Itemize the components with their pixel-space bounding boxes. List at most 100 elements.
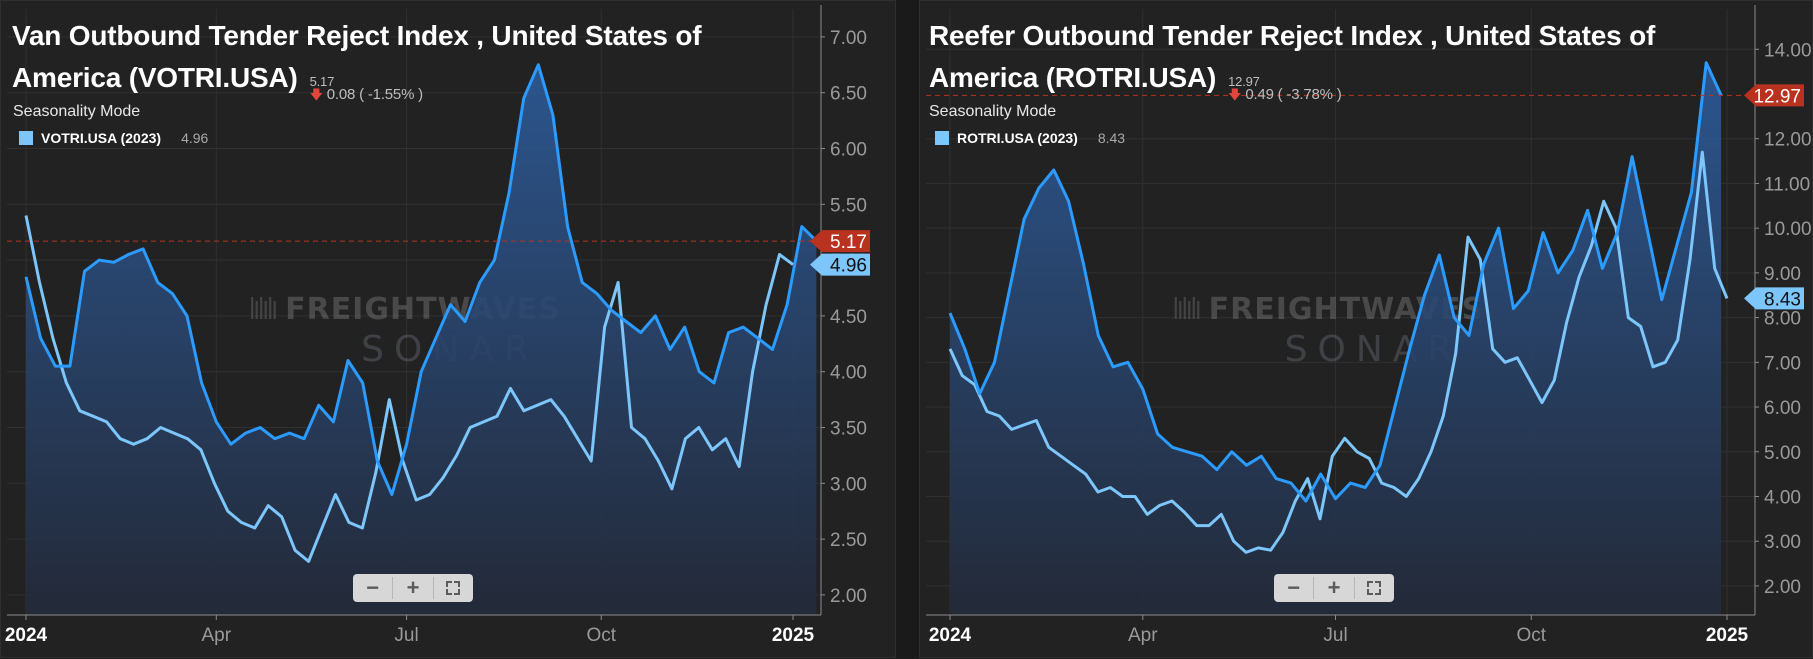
comparison-value-tag-text: 4.96 [830,256,867,277]
watermark-logo-bar [1192,297,1195,319]
x-tick-label: Apr [1128,625,1158,646]
down-arrow-icon: 🡇 [309,87,323,102]
current-value-tag-text: 12.97 [1753,86,1801,107]
fullscreen-button[interactable] [434,574,473,602]
legend-series-value: 4.96 [181,130,209,146]
legend-series-value: 8.43 [1097,130,1126,146]
y-tick-label: 4.00 [830,363,867,384]
comparison-series-line[interactable] [24,215,794,563]
last-value: 12.97 [1228,74,1260,89]
chart-canvas-reefer[interactable]: FREIGHTWAVESSONAR2.003.004.005.006.007.0… [920,1,1813,659]
y-tick-label: 10.00 [1764,219,1812,240]
current-value-tag-shape [1744,84,1804,107]
last-value: 5.17 [309,74,335,89]
y-tick-label: 12.00 [1764,130,1812,151]
comparison-series-line[interactable] [948,150,1729,554]
current-series-line[interactable] [24,63,818,496]
watermark-logo-bar [269,297,272,319]
y-tick-label: 4.00 [1764,487,1801,508]
y-tick-label: 9.00 [1764,264,1801,285]
zoom-in-button[interactable]: + [406,575,420,600]
current-year-area [26,64,817,616]
watermark-logo-bar [264,301,267,319]
seasonality-mode-label: Seasonality Mode [13,103,141,120]
change-value: 0.49 ( -3.78% ) [1245,86,1342,103]
watermark-logo-bar [273,301,276,319]
x-tick-label: Oct [586,625,616,646]
fullscreen-icon [446,581,461,595]
zoom-out-button[interactable]: − [366,575,380,600]
comparison-value-tag: 8.43 [1744,287,1804,310]
chart-title-line1: Van Outbound Tender Reject Index , Unite… [12,20,702,51]
legend-series-name: VOTRI.USA (2023) [41,130,162,146]
y-tick-label: 3.00 [830,474,867,495]
panel-divider [896,0,919,658]
x-tick-label: 2024 [5,625,48,646]
chart-title-line1: Reefer Outbound Tender Reject Index , Un… [929,20,1656,51]
comparison-value-tag-shape [810,253,870,276]
x-tick-label: 2025 [772,625,815,646]
legend-item[interactable]: VOTRI.USA (2023) 4.96 [19,130,208,146]
watermark-logo-bar [1183,297,1186,319]
y-tick-label: 6.00 [1764,398,1801,419]
x-tick-label: 2025 [1706,625,1749,646]
chart-title-line2: America (ROTRI.USA) [929,62,1217,93]
seasonality-mode-label: Seasonality Mode [929,103,1057,120]
y-tick-label: 14.00 [1764,40,1812,61]
y-tick-label: 8.00 [1764,309,1801,330]
y-tick-label: 5.50 [830,195,867,216]
chart-title-line2: America (VOTRI.USA) [12,62,298,93]
watermark-logo-bar [260,297,263,319]
watermark-logo-bar [1179,301,1182,319]
y-tick-label: 7.00 [1764,353,1801,374]
y-tick-label: 2.00 [830,586,867,607]
y-tick-label: 5.00 [1764,443,1801,464]
y-tick-label: 7.00 [830,28,867,49]
zoom-controls: − + [1274,574,1394,602]
current-value-tag: 12.97 [1744,84,1804,107]
current-value-tag-text: 5.17 [830,232,867,253]
y-tick-label: 11.00 [1764,174,1810,195]
chart-title: Reefer Outbound Tender Reject Index , Un… [929,15,1656,103]
current-year-area [950,62,1722,615]
y-tick-label: 6.50 [830,84,867,105]
zoom-in-button[interactable]: + [1327,575,1341,600]
current-value-tag-shape [810,230,870,253]
zoom-out-button[interactable]: − [1287,575,1301,600]
comparison-value-tag: 4.96 [810,253,870,277]
legend-swatch [19,131,33,145]
x-tick-label: 2024 [929,625,972,646]
current-series-line[interactable] [948,61,1723,503]
x-tick-label: Jul [394,625,418,646]
y-tick-label: 3.00 [1764,532,1801,553]
change-value: 0.08 ( -1.55% ) [326,86,423,103]
comparison-value-tag-text: 8.43 [1764,289,1801,310]
y-tick-label: 2.00 [1764,577,1801,598]
chart-panel-van: FREIGHTWAVESSONAR2.002.503.003.504.004.5… [0,0,896,658]
y-tick-label: 2.50 [830,530,867,551]
legend-item[interactable]: ROTRI.USA (2023) 8.43 [935,130,1125,146]
watermark-logo-bar [1197,301,1200,319]
zoom-controls: − + [353,574,473,602]
current-value-tag: 5.17 [810,230,870,253]
watermark-logo-bar [1188,301,1191,319]
y-tick-label: 4.50 [830,307,867,328]
watermark-logo-bar [1174,297,1177,319]
x-tick-label: Oct [1516,625,1546,646]
quote-summary: 12.97 🡇 0.49 ( -3.78% ) [1222,57,1372,103]
y-tick-label: 3.50 [830,419,867,440]
fullscreen-button[interactable] [1355,574,1394,602]
legend-swatch [935,131,949,145]
x-tick-label: Jul [1323,625,1347,646]
watermark-logo-bar [251,297,254,319]
watermark-logo-bar [255,301,258,319]
chart-title: Van Outbound Tender Reject Index , Unite… [12,15,702,103]
y-tick-label: 6.00 [830,140,867,161]
x-tick-label: Apr [201,625,231,646]
comparison-value-tag-shape [1744,287,1804,310]
legend-series-name: ROTRI.USA (2023) [957,130,1078,146]
quote-summary: 5.17 🡇 0.08 ( -1.55% ) [304,57,454,103]
fullscreen-icon [1367,581,1382,595]
down-arrow-icon: 🡇 [1228,87,1242,102]
chart-canvas-van[interactable]: FREIGHTWAVESSONAR2.002.503.003.504.004.5… [1,1,897,659]
